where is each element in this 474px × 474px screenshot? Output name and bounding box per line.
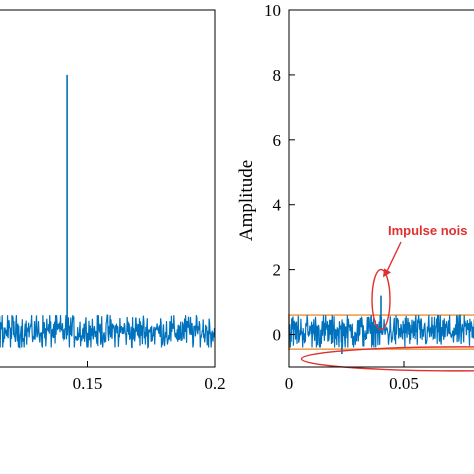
y-tick-label-1: 0 [273, 326, 282, 345]
x-tick-label-1: 0.15 [73, 374, 103, 393]
y-tick-label-3: 4 [273, 196, 282, 215]
y-tick-label-5: 8 [273, 66, 282, 85]
left-plot-frame [0, 9, 216, 368]
left-panel: 0.15 0.2 [0, 9, 226, 393]
y-tick-label-6: 10 [264, 1, 281, 20]
right-signal-line [288, 314, 474, 348]
y-tick-label-4: 6 [273, 131, 282, 150]
x-tick-label-2: 0.05 [389, 374, 419, 393]
y-tick-label-2: 2 [273, 261, 282, 280]
x-tick-label-1: 0 [285, 374, 294, 393]
annotation-arrowhead [383, 268, 391, 278]
impulse-highlight-circle [371, 268, 391, 331]
right-panel: Impulse nois 0 0.05 0 2 4 6 8 10 Amplitude [236, 1, 474, 393]
x-tick-label-2: 0.2 [204, 374, 225, 393]
y-axis-label: Amplitude [236, 160, 257, 241]
left-signal-line [0, 314, 216, 349]
highlight-ellipse [300, 346, 474, 372]
annotation-label: Impulse nois [388, 223, 467, 238]
annotation-arrow [385, 241, 402, 274]
